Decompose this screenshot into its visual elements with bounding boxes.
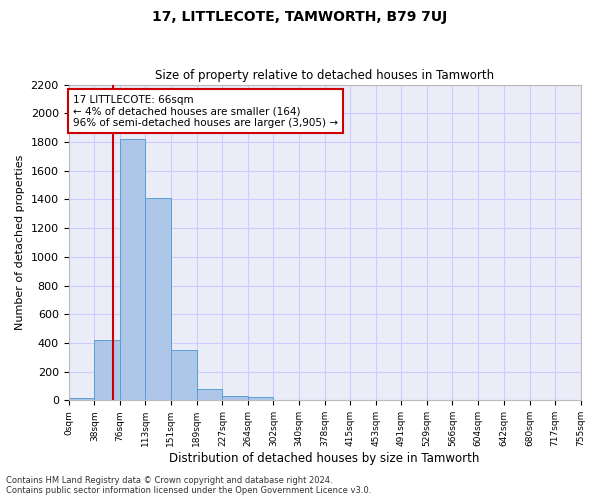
Bar: [223, 396, 248, 400]
Bar: [197, 389, 223, 400]
Bar: [68, 398, 94, 400]
Bar: [248, 398, 274, 400]
Bar: [120, 139, 145, 400]
Text: 17 LITTLECOTE: 66sqm
← 4% of detached houses are smaller (164)
96% of semi-detac: 17 LITTLECOTE: 66sqm ← 4% of detached ho…: [73, 94, 338, 128]
Bar: [94, 340, 120, 400]
Text: 17, LITTLECOTE, TAMWORTH, B79 7UJ: 17, LITTLECOTE, TAMWORTH, B79 7UJ: [152, 10, 448, 24]
Bar: [145, 198, 171, 400]
X-axis label: Distribution of detached houses by size in Tamworth: Distribution of detached houses by size …: [169, 452, 480, 465]
Title: Size of property relative to detached houses in Tamworth: Size of property relative to detached ho…: [155, 69, 494, 82]
Y-axis label: Number of detached properties: Number of detached properties: [15, 155, 25, 330]
Text: Contains HM Land Registry data © Crown copyright and database right 2024.
Contai: Contains HM Land Registry data © Crown c…: [6, 476, 371, 495]
Bar: [171, 350, 197, 401]
